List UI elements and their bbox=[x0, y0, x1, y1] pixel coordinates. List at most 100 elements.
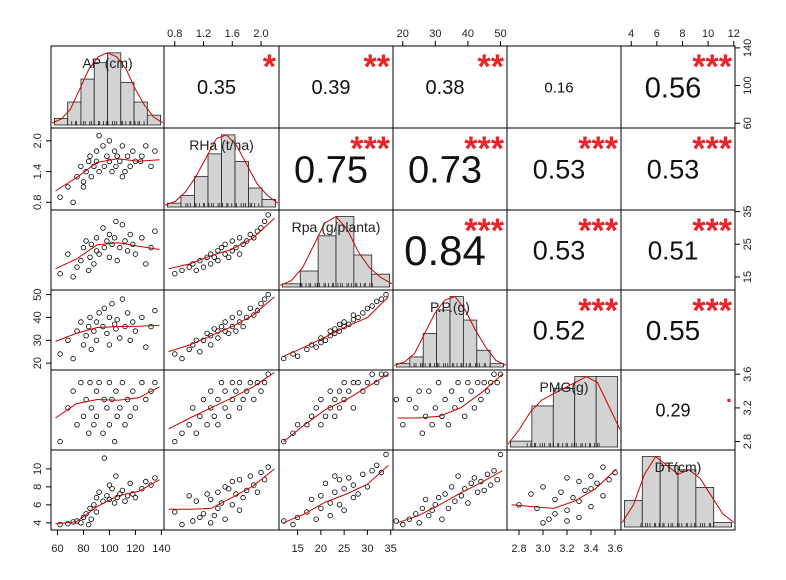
scatter-point bbox=[207, 261, 214, 267]
scatter-point bbox=[261, 218, 268, 225]
scatter-point bbox=[484, 471, 491, 477]
scatter-point bbox=[106, 138, 113, 144]
scatter-point bbox=[190, 405, 196, 411]
smooth-line bbox=[283, 464, 389, 524]
scatter-point bbox=[426, 388, 432, 394]
scatter-point bbox=[179, 430, 185, 436]
significance-stars: *** bbox=[464, 212, 504, 250]
scatter-point bbox=[229, 502, 235, 508]
scatter-point bbox=[57, 521, 63, 528]
scatter-point bbox=[96, 379, 102, 386]
scatter-point bbox=[207, 342, 214, 348]
scatter-point bbox=[251, 482, 257, 488]
scatter-point bbox=[139, 379, 145, 386]
scatter-point bbox=[600, 493, 606, 499]
scatter-point bbox=[229, 323, 235, 330]
scatter-point bbox=[119, 173, 126, 180]
scatter-point bbox=[308, 496, 315, 503]
variable-label: P.P.(g) bbox=[430, 299, 470, 315]
scatter-point bbox=[240, 494, 246, 501]
scatter-point bbox=[130, 319, 136, 325]
histogram-bar bbox=[489, 363, 504, 368]
density-curve bbox=[393, 296, 507, 366]
scatter-point bbox=[564, 507, 570, 513]
variable-label: DT(cm) bbox=[655, 459, 702, 475]
histogram-bar bbox=[531, 405, 554, 448]
tick-label: 1.6 bbox=[225, 28, 240, 40]
scatter-point bbox=[429, 422, 435, 428]
panel-frame-r3-c0 bbox=[50, 289, 165, 371]
scatter-point bbox=[186, 346, 192, 353]
histogram-bar bbox=[436, 309, 451, 368]
smooth-line bbox=[168, 468, 275, 510]
tick-label: 8 bbox=[32, 484, 44, 490]
scatter-point bbox=[85, 267, 92, 274]
scatter-point bbox=[111, 438, 118, 445]
scatter-point bbox=[113, 326, 119, 332]
scatter-point bbox=[96, 168, 102, 175]
tick-label: 3.2 bbox=[742, 400, 754, 415]
scatter-point bbox=[122, 168, 128, 175]
scatter-point bbox=[336, 502, 343, 508]
histogram-bar bbox=[510, 440, 533, 448]
scatter-point bbox=[139, 235, 145, 241]
scatter-point bbox=[458, 396, 465, 403]
scatter-point bbox=[452, 498, 458, 504]
significance-stars: *** bbox=[578, 130, 618, 168]
scatter-point bbox=[422, 496, 429, 503]
scatter-point bbox=[91, 261, 97, 267]
significance-stars: *** bbox=[350, 130, 390, 168]
scatter-point bbox=[355, 314, 361, 321]
tick-label: 40 bbox=[462, 28, 474, 40]
tick-label: 40 bbox=[32, 311, 44, 323]
correlation-value: 0.75 bbox=[294, 150, 368, 192]
scatter-point bbox=[233, 388, 239, 394]
scatter-point bbox=[106, 231, 113, 238]
correlation-value: 0.39 bbox=[312, 77, 351, 99]
tick-label: 20 bbox=[315, 543, 327, 555]
scatter-point bbox=[87, 254, 93, 260]
scatter-point bbox=[218, 379, 225, 386]
scatter-point bbox=[471, 475, 478, 481]
scatter-point bbox=[313, 405, 319, 411]
scatter-point bbox=[65, 251, 71, 257]
tick-label: 2.8 bbox=[511, 543, 526, 555]
scatter-point bbox=[122, 422, 128, 428]
scatter-point bbox=[127, 231, 133, 238]
scatter-point bbox=[218, 500, 225, 506]
tick-label: 100 bbox=[100, 543, 118, 555]
scatter-point bbox=[172, 509, 178, 515]
scatter-point bbox=[78, 319, 84, 325]
scatter-point bbox=[80, 342, 87, 348]
scatter-point bbox=[346, 475, 352, 481]
histogram-bar bbox=[282, 283, 301, 288]
scatter-point bbox=[127, 480, 133, 486]
scatter-point bbox=[215, 422, 221, 428]
tick-label: 1.2 bbox=[196, 28, 211, 40]
scatter-point bbox=[96, 251, 102, 257]
scatter-point bbox=[88, 173, 94, 180]
scatter-point bbox=[294, 422, 301, 428]
tick-label: 12 bbox=[728, 28, 740, 40]
scatter-point bbox=[442, 396, 448, 403]
tick-label: 4 bbox=[32, 520, 44, 526]
scatter-point bbox=[93, 158, 100, 164]
panel-frame-r5-c1 bbox=[163, 449, 280, 531]
scatter-point bbox=[117, 244, 123, 251]
scatter-point bbox=[374, 298, 380, 305]
panel-text: AP (cm) RHa (t/ha) Rpa (g/planta) P.P.(g) PM… bbox=[82, 48, 732, 475]
scatter-point bbox=[197, 413, 203, 419]
scatter-point bbox=[130, 388, 136, 394]
tick-label: 140 bbox=[152, 543, 170, 555]
smooth-line bbox=[55, 479, 160, 525]
tick-label: 8 bbox=[679, 28, 685, 40]
histogram-bar bbox=[80, 78, 95, 126]
density-curve bbox=[507, 376, 621, 445]
scatter-point bbox=[207, 388, 214, 394]
smooth-line bbox=[397, 373, 503, 419]
scatter-point bbox=[143, 143, 149, 149]
histogram-bar bbox=[462, 319, 478, 368]
scatter-point bbox=[229, 379, 235, 386]
scatter-point bbox=[93, 148, 100, 154]
scatter-point bbox=[109, 168, 115, 175]
